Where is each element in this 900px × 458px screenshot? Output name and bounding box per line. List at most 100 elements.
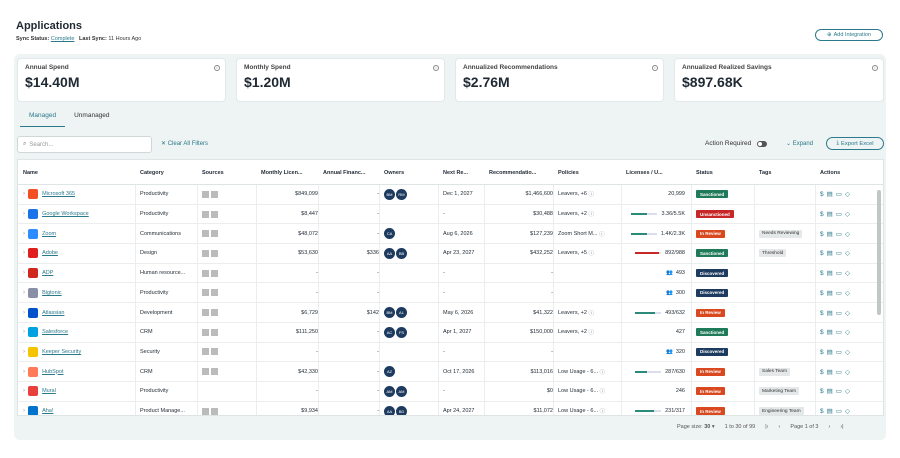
status-badge[interactable]: Sanctioned [696, 249, 729, 258]
info-icon[interactable]: ⓘ [599, 389, 606, 396]
app-name-link[interactable]: Zoom [42, 230, 57, 237]
owner-avatar[interactable]: AZ [384, 366, 395, 378]
expand-row-icon[interactable]: › [23, 309, 25, 316]
prev-page-icon[interactable]: ‹ [778, 424, 781, 430]
status-badge[interactable]: Sanctioned [696, 328, 729, 337]
app-name-link[interactable]: ADP [42, 270, 54, 277]
first-page-icon[interactable]: |‹ [765, 424, 769, 430]
tag-chip[interactable]: Needs Reviewing [759, 229, 803, 238]
row-actions[interactable]: $▤▭◇ [820, 387, 853, 395]
info-icon[interactable]: ⓘ [598, 231, 605, 238]
clear-filters-button[interactable]: ✕ Clear All Filters [161, 141, 209, 147]
add-integration-button[interactable]: ⊕ Add Integration [815, 29, 883, 41]
column-header[interactable]: Monthly Licen... [261, 169, 303, 176]
app-name-link[interactable]: Adobe [42, 250, 58, 257]
expand-row-icon[interactable]: › [23, 368, 25, 375]
column-header[interactable]: Status [696, 169, 713, 176]
info-icon[interactable]: ⓘ [588, 310, 594, 317]
row-actions[interactable]: $▤▭◇ [820, 407, 853, 415]
row-actions[interactable]: $▤▭◇ [820, 230, 853, 238]
owner-avatar[interactable]: AA [384, 405, 395, 415]
app-name-link[interactable]: Atlassian [42, 309, 65, 316]
info-icon[interactable]: ⓘ [588, 212, 594, 219]
export-excel-button[interactable]: ⤓ Export Excel [826, 137, 884, 150]
table-row[interactable]: › Atlassian Development $6,729 $142 BM AL May … [18, 303, 883, 323]
owner-avatar[interactable]: RM [396, 188, 407, 200]
table-row[interactable]: › Microsoft 365 Productivity $849,099 -BMRM… [18, 185, 883, 205]
info-icon[interactable]: ⓘ [588, 192, 594, 199]
expand-button[interactable]: ⌄ Expand [786, 141, 814, 147]
app-name-link[interactable]: Aha! [42, 408, 54, 415]
app-name-link[interactable]: Microsoft 365 [42, 191, 76, 198]
tag-chip[interactable]: Sales Team [759, 367, 790, 376]
expand-row-icon[interactable]: › [23, 270, 25, 277]
owner-avatar[interactable]: BB [396, 247, 407, 259]
expand-row-icon[interactable]: › [23, 230, 25, 237]
info-icon[interactable]: i [872, 65, 878, 71]
owner-avatar[interactable]: AC [384, 326, 395, 338]
row-actions[interactable]: $▤▭◇ [820, 328, 853, 336]
expand-row-icon[interactable]: › [23, 250, 25, 257]
row-actions[interactable]: $▤▭◇ [820, 289, 853, 297]
column-header[interactable]: Name [23, 169, 38, 176]
row-actions[interactable]: $▤▭◇ [820, 368, 853, 376]
row-actions[interactable]: $▤▭◇ [820, 249, 853, 257]
expand-row-icon[interactable]: › [23, 348, 25, 355]
info-icon[interactable]: i [433, 65, 439, 71]
expand-row-icon[interactable]: › [23, 289, 25, 296]
status-badge[interactable]: Sanctioned [696, 190, 729, 199]
app-name-link[interactable]: Keeper Security [42, 348, 82, 355]
status-badge[interactable]: Discovered [696, 347, 729, 356]
status-badge[interactable]: In Review [696, 407, 725, 415]
app-name-link[interactable]: Mural [42, 388, 56, 395]
column-header[interactable]: Tags [759, 169, 772, 176]
column-header[interactable]: Annual Financ... [323, 169, 366, 176]
tag-chip[interactable]: Marketing Team [759, 387, 800, 396]
info-icon[interactable]: ⓘ [599, 409, 606, 416]
tab-managed[interactable]: Managed [20, 109, 66, 127]
table-row[interactable]: › Bigtonic Productivity - - - - 👥300 Discovered… [18, 284, 883, 304]
owner-avatar[interactable]: BD [396, 405, 407, 415]
table-row[interactable]: › HubSpot CRM $42,330 -AZ Oct 17, 2026 $113,0… [18, 362, 883, 382]
last-page-icon[interactable]: ›| [840, 424, 844, 430]
table-row[interactable]: › Zoom Communications $48,072 -CA Aug 6, 202… [18, 224, 883, 245]
info-icon[interactable]: ⓘ [588, 251, 594, 258]
column-header[interactable]: Policies [558, 169, 579, 176]
page-size-select[interactable]: 30 [704, 424, 711, 430]
table-row[interactable]: › Google Workspace Productivity $8,447 - - $3… [18, 205, 883, 225]
owner-avatar[interactable]: FS [396, 326, 407, 338]
tab-unmanaged[interactable]: Unmanaged [74, 112, 110, 119]
info-icon[interactable]: i [214, 65, 220, 71]
app-name-link[interactable]: Google Workspace [42, 211, 89, 218]
status-badge[interactable]: In Review [696, 367, 725, 376]
column-header[interactable]: Owners [384, 169, 405, 176]
search-input[interactable]: ⌕ Search... [17, 136, 152, 153]
row-actions[interactable]: $▤▭◇ [820, 269, 853, 277]
column-header[interactable]: Sources [202, 169, 224, 176]
app-name-link[interactable]: Salesforce [42, 329, 69, 336]
expand-row-icon[interactable]: › [23, 329, 25, 336]
column-header[interactable]: Next Re... [443, 169, 469, 176]
column-header[interactable]: Licenses / U... [626, 169, 663, 176]
column-header[interactable]: Actions [820, 169, 841, 176]
owner-avatar[interactable]: AM [384, 385, 395, 397]
info-icon[interactable]: ⓘ [588, 330, 594, 337]
row-actions[interactable]: $▤▭◇ [820, 190, 853, 198]
owner-avatar[interactable]: AL [396, 307, 407, 319]
app-name-link[interactable]: Bigtonic [42, 289, 62, 296]
next-page-icon[interactable]: › [828, 424, 831, 430]
status-badge[interactable]: In Review [696, 308, 725, 317]
row-actions[interactable]: $▤▭◇ [820, 348, 853, 356]
tag-chip[interactable]: Threshold [759, 249, 787, 258]
row-actions[interactable]: $▤▭◇ [820, 309, 853, 317]
status-badge[interactable]: In Review [696, 229, 725, 238]
status-badge[interactable]: Discovered [696, 288, 729, 297]
status-badge[interactable]: Unsanctioned [696, 210, 734, 219]
sync-status-link[interactable]: Complete [50, 36, 75, 42]
table-row[interactable]: › Adobe Design $53,630 $336 AA BB Apr 23, 2027… [18, 244, 883, 264]
expand-row-icon[interactable]: › [23, 408, 25, 415]
expand-row-icon[interactable]: › [23, 191, 25, 198]
